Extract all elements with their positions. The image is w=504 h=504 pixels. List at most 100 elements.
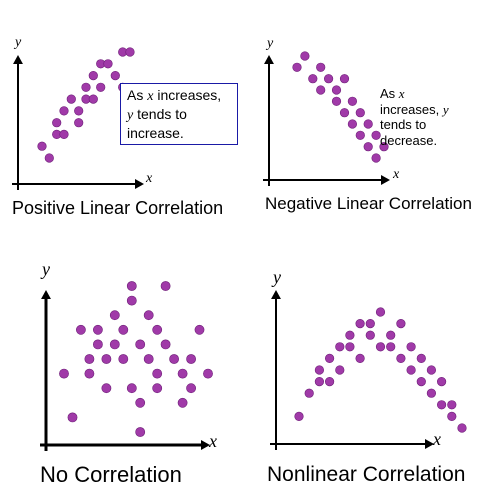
- note-text: As: [380, 86, 399, 101]
- data-point: [347, 119, 357, 129]
- data-point: [426, 365, 436, 375]
- data-point: [396, 318, 406, 329]
- panel-positive-correlation: y x As x increases, y tends to increase.…: [0, 0, 252, 240]
- caption-positive: Positive Linear Correlation: [12, 198, 224, 218]
- negative-scatter-plot: [263, 51, 390, 186]
- y-axis-arrowhead: [13, 55, 23, 64]
- data-point: [84, 368, 95, 379]
- data-point: [194, 324, 205, 335]
- data-point: [347, 96, 357, 106]
- data-point: [96, 82, 106, 92]
- data-point: [363, 119, 373, 129]
- panel-negative-correlation: y x As x increases, y tends to decrease.…: [252, 0, 504, 240]
- data-point: [59, 106, 69, 116]
- note-text: tends to: [133, 105, 187, 122]
- data-point: [339, 108, 350, 118]
- data-point: [324, 377, 335, 387]
- data-point: [59, 129, 69, 139]
- data-point: [44, 153, 54, 163]
- data-point: [126, 281, 137, 291]
- y-axis-arrowhead: [264, 55, 274, 64]
- data-point: [118, 354, 129, 364]
- data-point: [371, 153, 381, 163]
- x-axis-arrowhead: [425, 439, 434, 449]
- data-point: [339, 74, 350, 84]
- data-point: [371, 130, 381, 140]
- data-point: [93, 324, 103, 335]
- data-point: [177, 397, 188, 408]
- data-point: [416, 377, 426, 387]
- data-point: [363, 142, 373, 152]
- x-axis-arrowhead: [201, 440, 210, 450]
- data-point: [125, 47, 135, 57]
- data-point: [103, 59, 113, 69]
- data-point: [143, 310, 154, 321]
- note-text: tends to: [380, 117, 427, 133]
- data-point: [406, 342, 416, 352]
- data-point: [37, 141, 47, 151]
- data-point: [135, 427, 146, 437]
- data-point: [355, 353, 365, 363]
- data-point: [109, 310, 120, 321]
- data-point: [375, 307, 386, 317]
- data-point: [300, 51, 310, 61]
- data-point: [126, 383, 137, 394]
- note-text: increase.: [127, 124, 184, 141]
- note-var: x: [147, 89, 154, 104]
- note-text: decrease.: [380, 132, 438, 148]
- data-point: [101, 383, 112, 394]
- y-axis-letter: y: [273, 267, 281, 287]
- note-text: As: [127, 87, 148, 103]
- data-point: [304, 388, 314, 398]
- data-point: [437, 377, 447, 387]
- data-point: [74, 118, 84, 128]
- data-point: [365, 318, 375, 329]
- data-point: [126, 295, 137, 306]
- data-point: [355, 130, 365, 140]
- data-point: [426, 388, 436, 398]
- data-point: [416, 353, 426, 363]
- data-point: [324, 353, 335, 363]
- note-var: y: [127, 107, 134, 123]
- data-point: [345, 330, 355, 340]
- y-axis-letter: y: [267, 36, 274, 51]
- data-point: [160, 339, 171, 350]
- data-point: [110, 70, 120, 81]
- y-axis-arrowhead: [41, 290, 51, 299]
- caption-negative: Negative Linear Correlation: [265, 194, 472, 213]
- x-axis-letter: x: [393, 167, 400, 182]
- note-var: y: [442, 101, 449, 117]
- data-point: [84, 354, 95, 364]
- data-point: [186, 383, 196, 394]
- negative-note: As x increases, y tends to decrease.: [380, 86, 480, 148]
- data-point: [386, 342, 396, 352]
- no-correlation-scatter-plot: [40, 281, 213, 451]
- data-point: [152, 324, 163, 335]
- data-point: [355, 318, 365, 329]
- data-point: [177, 368, 188, 379]
- y-axis-arrowhead: [271, 290, 281, 299]
- data-point: [316, 62, 326, 72]
- x-axis-arrowhead: [381, 175, 390, 185]
- data-point: [406, 365, 416, 375]
- positive-scatter-plot: [12, 47, 144, 190]
- data-point: [169, 354, 179, 364]
- data-point: [331, 85, 342, 95]
- data-point: [345, 342, 355, 352]
- x-axis-letter: x: [146, 171, 153, 186]
- data-point: [355, 108, 365, 118]
- positive-note-box: As x increases, y tends to increase.: [120, 83, 238, 146]
- data-point: [93, 339, 103, 350]
- data-point: [135, 339, 146, 350]
- data-point: [396, 353, 406, 363]
- data-point: [109, 339, 120, 350]
- data-point: [81, 82, 91, 92]
- data-point: [447, 411, 457, 421]
- data-point: [316, 85, 326, 95]
- data-point: [457, 423, 467, 433]
- data-point: [160, 281, 171, 291]
- data-point: [375, 342, 386, 352]
- data-point: [186, 354, 196, 364]
- data-point: [76, 324, 86, 335]
- x-axis-arrowhead: [135, 179, 144, 189]
